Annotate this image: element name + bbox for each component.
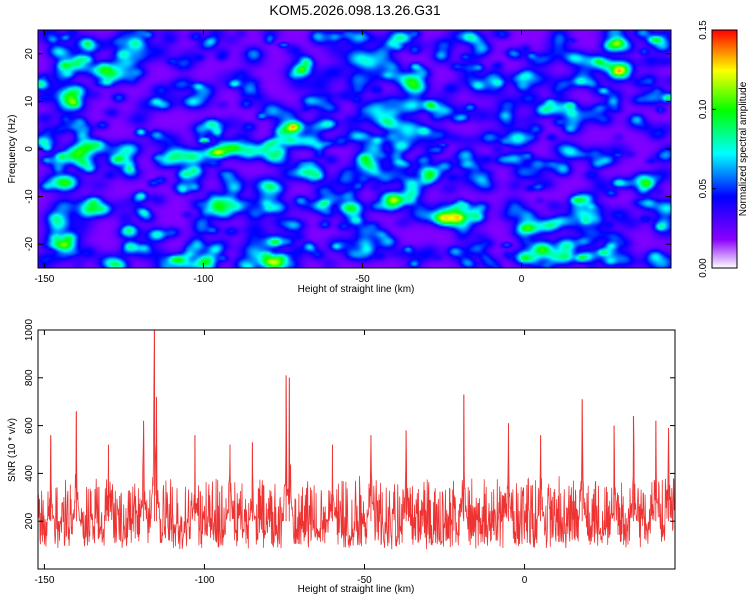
colorbar-tick-label: 0.10 bbox=[698, 99, 709, 119]
snr-x-tick-label: -150 bbox=[34, 575, 54, 586]
snr-y-tick-label: 800 bbox=[24, 369, 35, 386]
colorbar-tick-label: 0.05 bbox=[698, 178, 709, 198]
snr-x-label: Height of straight line (km) bbox=[298, 584, 415, 595]
snr-y-label: SNR (10 * v/v) bbox=[7, 418, 18, 482]
colorbar-tick-label: 0.00 bbox=[698, 258, 709, 278]
spectrogram-x-tick-label: -50 bbox=[355, 274, 370, 285]
spectrogram-y-tick-label: 0 bbox=[24, 146, 35, 152]
colorbar: 0.00 0.05 0.10 0.15 Normalized spectral amp… bbox=[698, 20, 749, 278]
spectrogram-y-tick-label: -10 bbox=[24, 189, 35, 204]
snr-panel: -150 -100 -50 0 200 400 600 800 1000 Height of … bbox=[7, 318, 676, 595]
colorbar-tick-label: 0.15 bbox=[698, 20, 709, 40]
snr-x-tick-label: -50 bbox=[357, 575, 372, 586]
snr-y-tick-label: 400 bbox=[24, 465, 35, 482]
spectrogram-x-tick-label: 0 bbox=[519, 274, 525, 285]
snr-y-tick-label: 600 bbox=[24, 417, 35, 434]
snr-series-line bbox=[38, 330, 675, 550]
spectrogram-y-tick-label: -20 bbox=[24, 237, 35, 252]
spectrogram-x-tick-label: -100 bbox=[193, 274, 213, 285]
spectrogram-y-tick-label: 10 bbox=[24, 95, 35, 107]
snr-y-tick-label: 1000 bbox=[24, 318, 35, 341]
snr-x-tick-label: 0 bbox=[522, 575, 528, 586]
colorbar-gradient bbox=[711, 29, 738, 269]
spectrogram-x-tick-label: -150 bbox=[34, 274, 54, 285]
snr-x-tick-label: -100 bbox=[194, 575, 214, 586]
spectrogram-y-label: Frequency (Hz) bbox=[7, 115, 18, 184]
snr-y-tick-label: 200 bbox=[24, 512, 35, 529]
colorbar-label: Normalized spectral amplitude bbox=[738, 81, 749, 216]
spectrogram-y-tick-label: 20 bbox=[24, 48, 35, 60]
spectrogram-heatmap bbox=[38, 30, 671, 268]
chart-title: KOM5.2026.098.13.26.G31 bbox=[269, 2, 440, 18]
spectrogram-x-label: Height of straight line (km) bbox=[298, 284, 415, 295]
snr-frame bbox=[37, 329, 676, 570]
